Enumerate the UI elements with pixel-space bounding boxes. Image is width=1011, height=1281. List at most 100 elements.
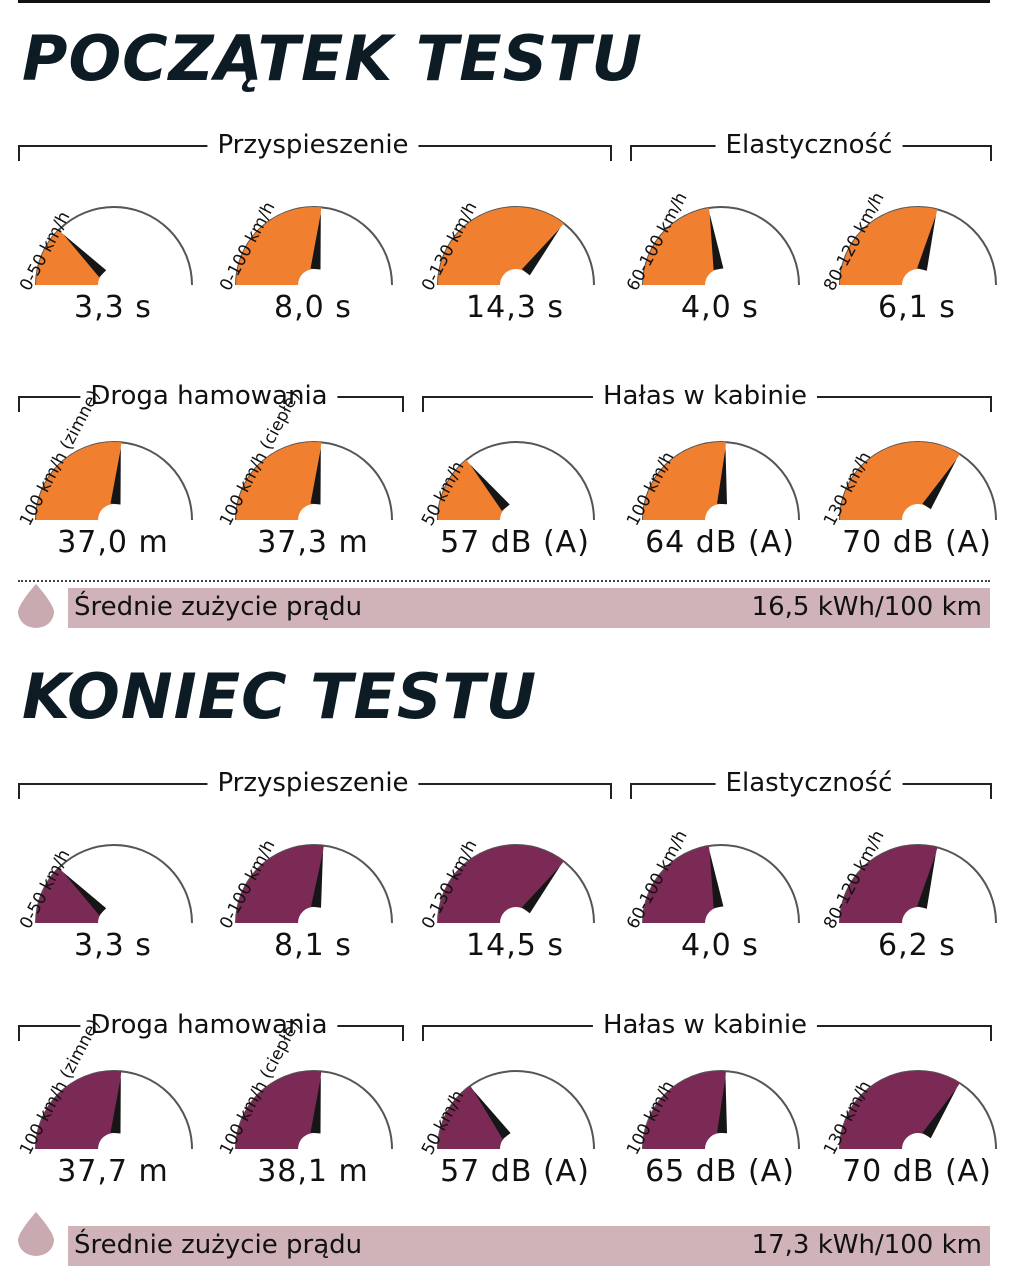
gauge: 0-130 km/h 14,5 s [418, 828, 610, 963]
gauge-arc [642, 206, 800, 286]
gauge-dial [642, 441, 800, 521]
gauge-arc [839, 844, 997, 924]
gauge-fill [35, 229, 103, 285]
gauge: 0-130 km/h 14,3 s [418, 190, 610, 325]
gauge-dial [437, 206, 595, 286]
gauge-needle [63, 234, 107, 278]
drop-icon [16, 1212, 56, 1256]
gauge-fill [35, 441, 122, 520]
gauge-needle [110, 448, 121, 505]
gauge: 50 km/h 57 dB (A) [418, 1054, 610, 1189]
consumption-label: Średnie zużycie prądu [74, 1230, 363, 1260]
section-title: POCZĄTEK TESTU [22, 22, 643, 95]
group-label-acceleration: Przyspieszenie [207, 130, 419, 160]
gauge-value: 64 dB (A) [645, 525, 795, 560]
gauge: 100 km/h (zimne) 37,7 m [16, 1016, 208, 1189]
gauge-dial [642, 844, 800, 924]
section-start: POCZĄTEK TESTU Przyspieszenie Elastyczno… [0, 0, 1011, 640]
gauge-needle [310, 1077, 321, 1134]
gauge: 0-100 km/h 8,1 s [216, 828, 408, 963]
gauge-dial [35, 844, 193, 924]
gauge-value: 14,5 s [466, 928, 564, 963]
consumption-value: 17,3 kWh/100 km [751, 1230, 982, 1260]
gauge-value: 4,0 s [681, 928, 759, 963]
consumption-label: Średnie zużycie prądu [74, 592, 363, 622]
gauge-value: 6,2 s [878, 928, 956, 963]
gauge-dial [437, 844, 595, 924]
gauge-needle [521, 228, 561, 276]
gauge-needle [63, 872, 107, 916]
gauge-needle [917, 215, 936, 271]
gauge: 130 km/h 70 dB (A) [820, 425, 1011, 560]
gauge: 50 km/h 57 dB (A) [418, 425, 610, 560]
gauge-fill [438, 1085, 507, 1149]
gauge-dial [235, 844, 393, 924]
gauge-dial [235, 1070, 393, 1150]
gauge-fill [438, 207, 564, 285]
gauge-fill [643, 846, 719, 923]
gauge-value: 38,1 m [257, 1154, 369, 1189]
consumption-bar: Średnie zużycie prądu 17,3 kWh/100 km [68, 1226, 990, 1266]
gauge: 100 km/h 64 dB (A) [623, 425, 815, 560]
gauge-fill [236, 844, 324, 923]
gauge-needle [310, 448, 321, 505]
dotted-divider [18, 580, 990, 582]
gauge-value: 4,0 s [681, 290, 759, 325]
gauge-arc [437, 206, 595, 286]
gauge-needle [110, 1077, 121, 1134]
drop-icon [16, 584, 56, 628]
gauge-arc [839, 206, 997, 286]
gauge-value: 6,1 s [878, 290, 956, 325]
gauge-dial [35, 206, 193, 286]
gauge-fill [840, 845, 938, 923]
gauge-dial [35, 441, 193, 521]
gauge-value: 14,3 s [466, 290, 564, 325]
gauge-value: 37,7 m [57, 1154, 169, 1189]
gauge-value: 65 dB (A) [645, 1154, 795, 1189]
gauge-dial [839, 1070, 997, 1150]
gauge-dial [839, 206, 997, 286]
gauge-value: 57 dB (A) [440, 1154, 590, 1189]
gauge-fill [235, 441, 322, 520]
gauge-arc [642, 1070, 800, 1150]
gauge-arc [642, 441, 800, 521]
gauge-needle [709, 213, 724, 270]
gauge-needle [922, 1088, 957, 1139]
gauge: 100 km/h 65 dB (A) [623, 1054, 815, 1189]
gauge-fill [438, 459, 506, 520]
gauge-arc [437, 441, 595, 521]
gauge-fill [840, 207, 938, 285]
gauge-value: 8,0 s [274, 290, 352, 325]
gauge-fill [35, 1070, 122, 1149]
gauge: 0-50 km/h 3,3 s [16, 190, 208, 325]
gauge-needle [709, 851, 724, 908]
gauge-arc [642, 844, 800, 924]
gauge: 60-100 km/h 4,0 s [623, 827, 815, 963]
top-rule [18, 0, 990, 3]
gauge-fill [643, 1071, 726, 1149]
group-label-braking: Droga hamowania [80, 381, 338, 411]
group-label-noise: Hałas w kabinie [592, 1010, 818, 1040]
gauge-arc [437, 844, 595, 924]
gauge-dial [839, 441, 997, 521]
group-label-elasticity: Elastyczność [715, 768, 903, 798]
gauge: 80-120 km/h 6,2 s [820, 827, 1011, 963]
gauge-needle [310, 213, 321, 270]
gauge-value: 3,3 s [74, 928, 152, 963]
gauge: 100 km/h (ciepłe) 37,3 m [216, 388, 408, 560]
gauge-fill [235, 1070, 322, 1149]
gauge-dial [642, 1070, 800, 1150]
gauge-dial [235, 206, 393, 286]
gauge: 60-100 km/h 4,0 s [623, 189, 815, 325]
gauge: 100 km/h (zimne) 37,0 m [16, 387, 208, 560]
gauge-needle [717, 448, 727, 505]
gauge: 0-50 km/h 3,3 s [16, 828, 208, 963]
group-label-noise: Hałas w kabinie [592, 381, 818, 411]
section-end: KONIEC TESTU Przyspieszenie Elastyczność… [0, 638, 1011, 1278]
gauge-value: 37,3 m [257, 525, 369, 560]
gauge: 130 km/h 70 dB (A) [820, 1054, 1011, 1189]
gauge-arc [437, 1070, 595, 1150]
gauge: 100 km/h (ciepłe) 38,1 m [216, 1017, 408, 1189]
gauge-value: 8,1 s [274, 928, 352, 963]
consumption-value: 16,5 kWh/100 km [751, 592, 982, 622]
